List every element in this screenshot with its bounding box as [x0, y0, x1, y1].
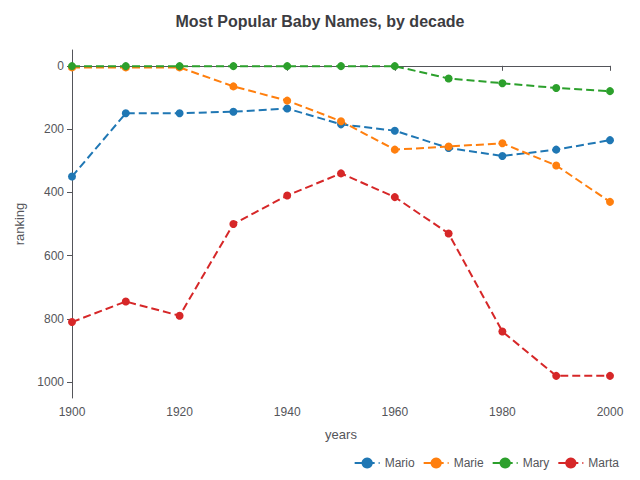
svg-text:600: 600 — [44, 249, 64, 263]
svg-text:1940: 1940 — [274, 405, 301, 419]
svg-text:Mario: Mario — [385, 456, 415, 470]
svg-text:800: 800 — [44, 312, 64, 326]
svg-text:400: 400 — [44, 185, 64, 199]
svg-text:Marie: Marie — [454, 456, 484, 470]
svg-text:years: years — [325, 427, 357, 442]
svg-text:0: 0 — [57, 59, 64, 73]
svg-text:Marta: Marta — [588, 456, 619, 470]
svg-text:1960: 1960 — [381, 405, 408, 419]
svg-text:1000: 1000 — [37, 375, 64, 389]
svg-text:Mary: Mary — [523, 456, 550, 470]
svg-text:Most Popular Baby Names, by de: Most Popular Baby Names, by decade — [176, 13, 465, 30]
svg-text:200: 200 — [44, 122, 64, 136]
svg-text:2000: 2000 — [597, 405, 624, 419]
svg-text:1920: 1920 — [166, 405, 193, 419]
svg-text:1980: 1980 — [489, 405, 516, 419]
svg-text:1900: 1900 — [59, 405, 86, 419]
svg-text:ranking: ranking — [12, 203, 27, 246]
